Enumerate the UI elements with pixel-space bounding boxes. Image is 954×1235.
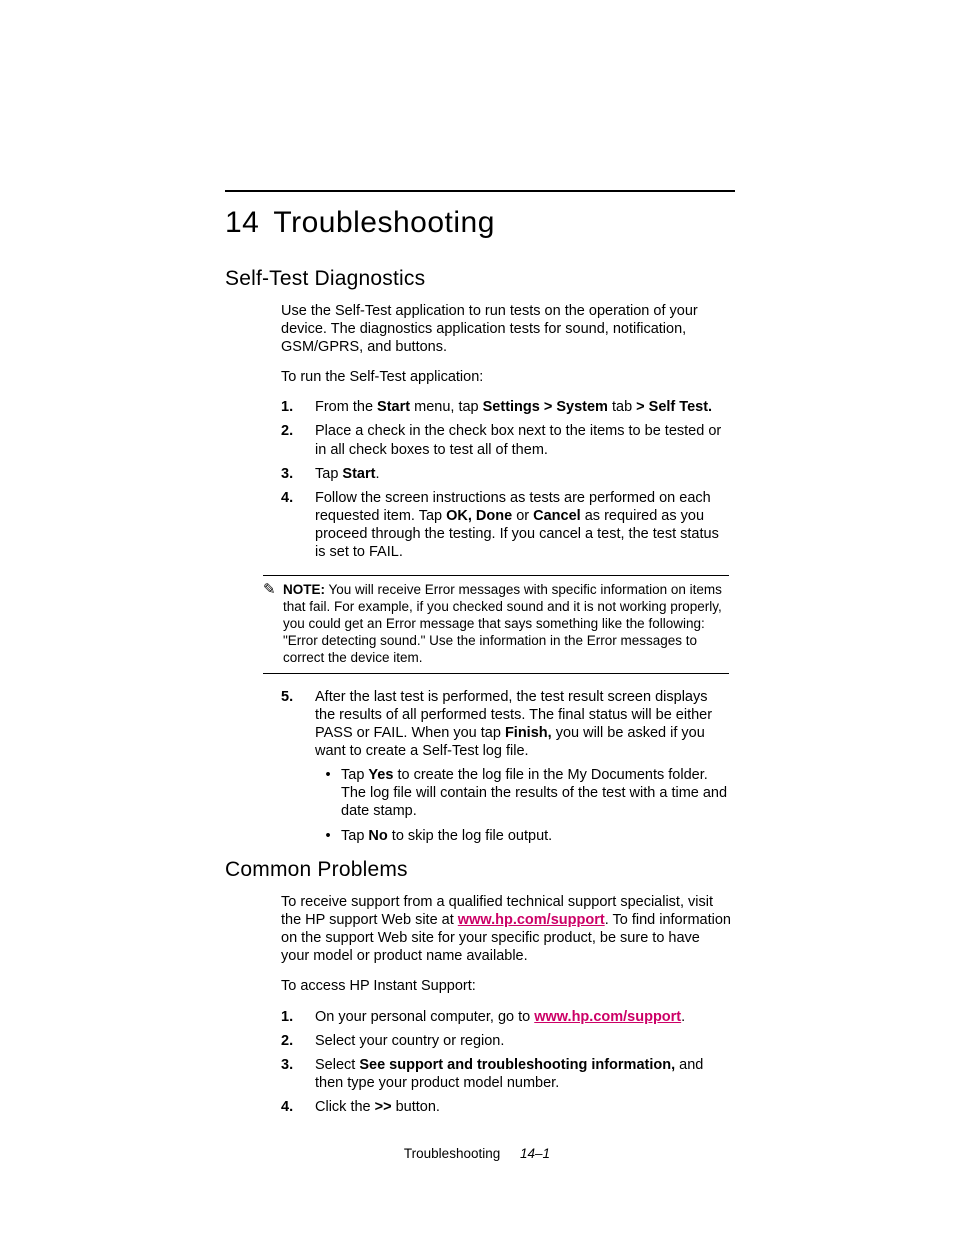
lead-paragraph: To access HP Instant Support: [281,977,731,995]
ordered-list-selftest-cont: 5. After the last test is performed, the… [281,688,731,851]
bullet-list: •Tap Yes to create the log file in the M… [315,766,731,845]
intro-paragraph: Use the Self-Test application to run tes… [281,302,731,356]
list-item: 1. On your personal computer, go to www.… [281,1008,731,1026]
chapter-title: Troubleshooting [273,206,495,239]
section-body-selftest: Use the Self-Test application to run tes… [281,302,731,562]
ordered-list-selftest: 1. From the Start menu, tap Settings > S… [281,398,731,561]
chapter-rule [225,190,735,192]
section-body-selftest-cont: 5. After the last test is performed, the… [281,688,731,851]
list-item: •Tap No to skip the log file output. [315,827,731,845]
chapter-heading: 14 Troubleshooting [225,204,729,242]
list-number: 3. [281,1056,315,1092]
list-number: 1. [281,1008,315,1026]
note-icon: ✎ [263,582,283,666]
list-text: Follow the screen instructions as tests … [315,489,731,562]
list-item: 3. Select See support and troubleshootin… [281,1056,731,1092]
bullet-icon: • [315,766,341,820]
section-heading-common: Common Problems [225,857,729,883]
lead-paragraph: To run the Self-Test application: [281,368,731,386]
bullet-icon: • [315,827,341,845]
footer-section: Troubleshooting [404,1146,500,1161]
intro-paragraph: To receive support from a qualified tech… [281,893,731,966]
list-text: Click the >> button. [315,1098,731,1116]
section-body-common: To receive support from a qualified tech… [281,893,731,1116]
list-number: 4. [281,489,315,562]
list-text: On your personal computer, go to www.hp.… [315,1008,731,1026]
chapter-number: 14 [225,206,259,239]
list-item: 5. After the last test is performed, the… [281,688,731,851]
list-item: 4. Follow the screen instructions as tes… [281,489,731,562]
list-text: Tap Yes to create the log file in the My… [341,766,731,820]
support-link[interactable]: www.hp.com/support [458,912,605,928]
list-text: Place a check in the check box next to t… [315,422,731,458]
page-footer: Troubleshooting 14–1 [0,1146,954,1163]
list-item: 2. Select your country or region. [281,1032,731,1050]
list-number: 3. [281,465,315,483]
list-text: After the last test is performed, the te… [315,688,731,851]
list-item: 1. From the Start menu, tap Settings > S… [281,398,731,416]
list-item: 3. Tap Start. [281,465,731,483]
footer-page-number: 14–1 [520,1146,550,1161]
list-text: Select your country or region. [315,1032,731,1050]
list-number: 2. [281,1032,315,1050]
list-item: •Tap Yes to create the log file in the M… [315,766,731,820]
list-item: 4. Click the >> button. [281,1098,731,1116]
list-item: 2. Place a check in the check box next t… [281,422,731,458]
note-text: NOTE: You will receive Error messages wi… [283,582,729,666]
list-number: 4. [281,1098,315,1116]
list-number: 5. [281,688,315,851]
list-text: Tap No to skip the log file output. [341,827,552,845]
list-text: Tap Start. [315,465,731,483]
list-number: 2. [281,422,315,458]
list-number: 1. [281,398,315,416]
list-text: Select See support and troubleshooting i… [315,1056,731,1092]
list-text: From the Start menu, tap Settings > Syst… [315,398,731,416]
support-link[interactable]: www.hp.com/support [534,1009,681,1025]
note-callout: ✎ NOTE: You will receive Error messages … [263,575,729,673]
section-heading-selftest: Self-Test Diagnostics [225,266,729,292]
ordered-list-common: 1. On your personal computer, go to www.… [281,1008,731,1117]
